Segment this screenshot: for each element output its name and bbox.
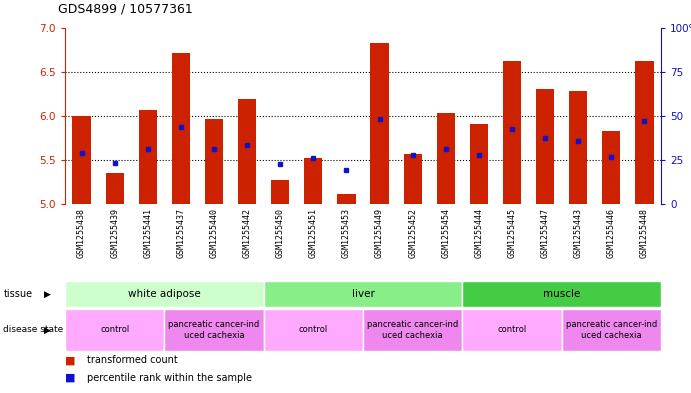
Text: ■: ■ (65, 356, 75, 365)
Text: control: control (299, 325, 328, 334)
Text: GSM1255448: GSM1255448 (640, 208, 649, 258)
Bar (569, 91, 587, 204)
Text: GDS4899 / 10577361: GDS4899 / 10577361 (58, 2, 193, 15)
Bar (304, 158, 323, 204)
Bar (635, 61, 654, 204)
Bar (462, 309, 562, 351)
Text: GSM1255441: GSM1255441 (143, 208, 152, 258)
Text: GSM1255445: GSM1255445 (507, 208, 516, 258)
Bar (205, 119, 223, 204)
Bar (238, 99, 256, 204)
Text: GSM1255451: GSM1255451 (309, 208, 318, 258)
Bar (603, 131, 621, 204)
Text: GSM1255454: GSM1255454 (442, 208, 451, 258)
Text: control: control (100, 325, 129, 334)
Text: ■: ■ (65, 373, 75, 382)
Text: muscle: muscle (543, 289, 580, 299)
Text: ▶: ▶ (44, 325, 51, 334)
Bar (503, 61, 521, 204)
Text: pancreatic cancer-ind
uced cachexia: pancreatic cancer-ind uced cachexia (566, 320, 657, 340)
Text: GSM1255438: GSM1255438 (77, 208, 86, 258)
Text: GSM1255447: GSM1255447 (540, 208, 549, 258)
Bar (363, 309, 462, 351)
Text: disease state: disease state (3, 325, 64, 334)
Bar (404, 154, 422, 204)
Text: GSM1255439: GSM1255439 (110, 208, 119, 258)
Bar (437, 113, 455, 204)
Bar (264, 281, 462, 307)
Bar (139, 110, 157, 204)
Bar (106, 173, 124, 204)
Bar (164, 309, 264, 351)
Bar (337, 194, 356, 204)
Text: transformed count: transformed count (87, 356, 178, 365)
Text: control: control (498, 325, 527, 334)
Bar (462, 281, 661, 307)
Bar (172, 53, 190, 204)
Bar (73, 116, 91, 204)
Bar (65, 309, 164, 351)
Text: GSM1255449: GSM1255449 (375, 208, 384, 258)
Text: GSM1255452: GSM1255452 (408, 208, 417, 258)
Bar (65, 281, 264, 307)
Text: GSM1255440: GSM1255440 (209, 208, 218, 258)
Text: tissue: tissue (3, 289, 32, 299)
Text: GSM1255444: GSM1255444 (475, 208, 484, 258)
Text: GSM1255446: GSM1255446 (607, 208, 616, 258)
Text: GSM1255437: GSM1255437 (176, 208, 185, 258)
Bar (562, 309, 661, 351)
Text: GSM1255450: GSM1255450 (276, 208, 285, 258)
Bar (536, 89, 554, 204)
Bar (271, 180, 290, 204)
Text: GSM1255453: GSM1255453 (342, 208, 351, 258)
Text: ▶: ▶ (44, 290, 51, 299)
Text: GSM1255443: GSM1255443 (574, 208, 583, 258)
Bar (370, 43, 388, 204)
Text: pancreatic cancer-ind
uced cachexia: pancreatic cancer-ind uced cachexia (367, 320, 458, 340)
Text: white adipose: white adipose (128, 289, 200, 299)
Text: pancreatic cancer-ind
uced cachexia: pancreatic cancer-ind uced cachexia (169, 320, 260, 340)
Bar (264, 309, 363, 351)
Text: liver: liver (352, 289, 375, 299)
Bar (470, 124, 488, 204)
Text: GSM1255442: GSM1255442 (243, 208, 252, 258)
Text: percentile rank within the sample: percentile rank within the sample (87, 373, 252, 382)
